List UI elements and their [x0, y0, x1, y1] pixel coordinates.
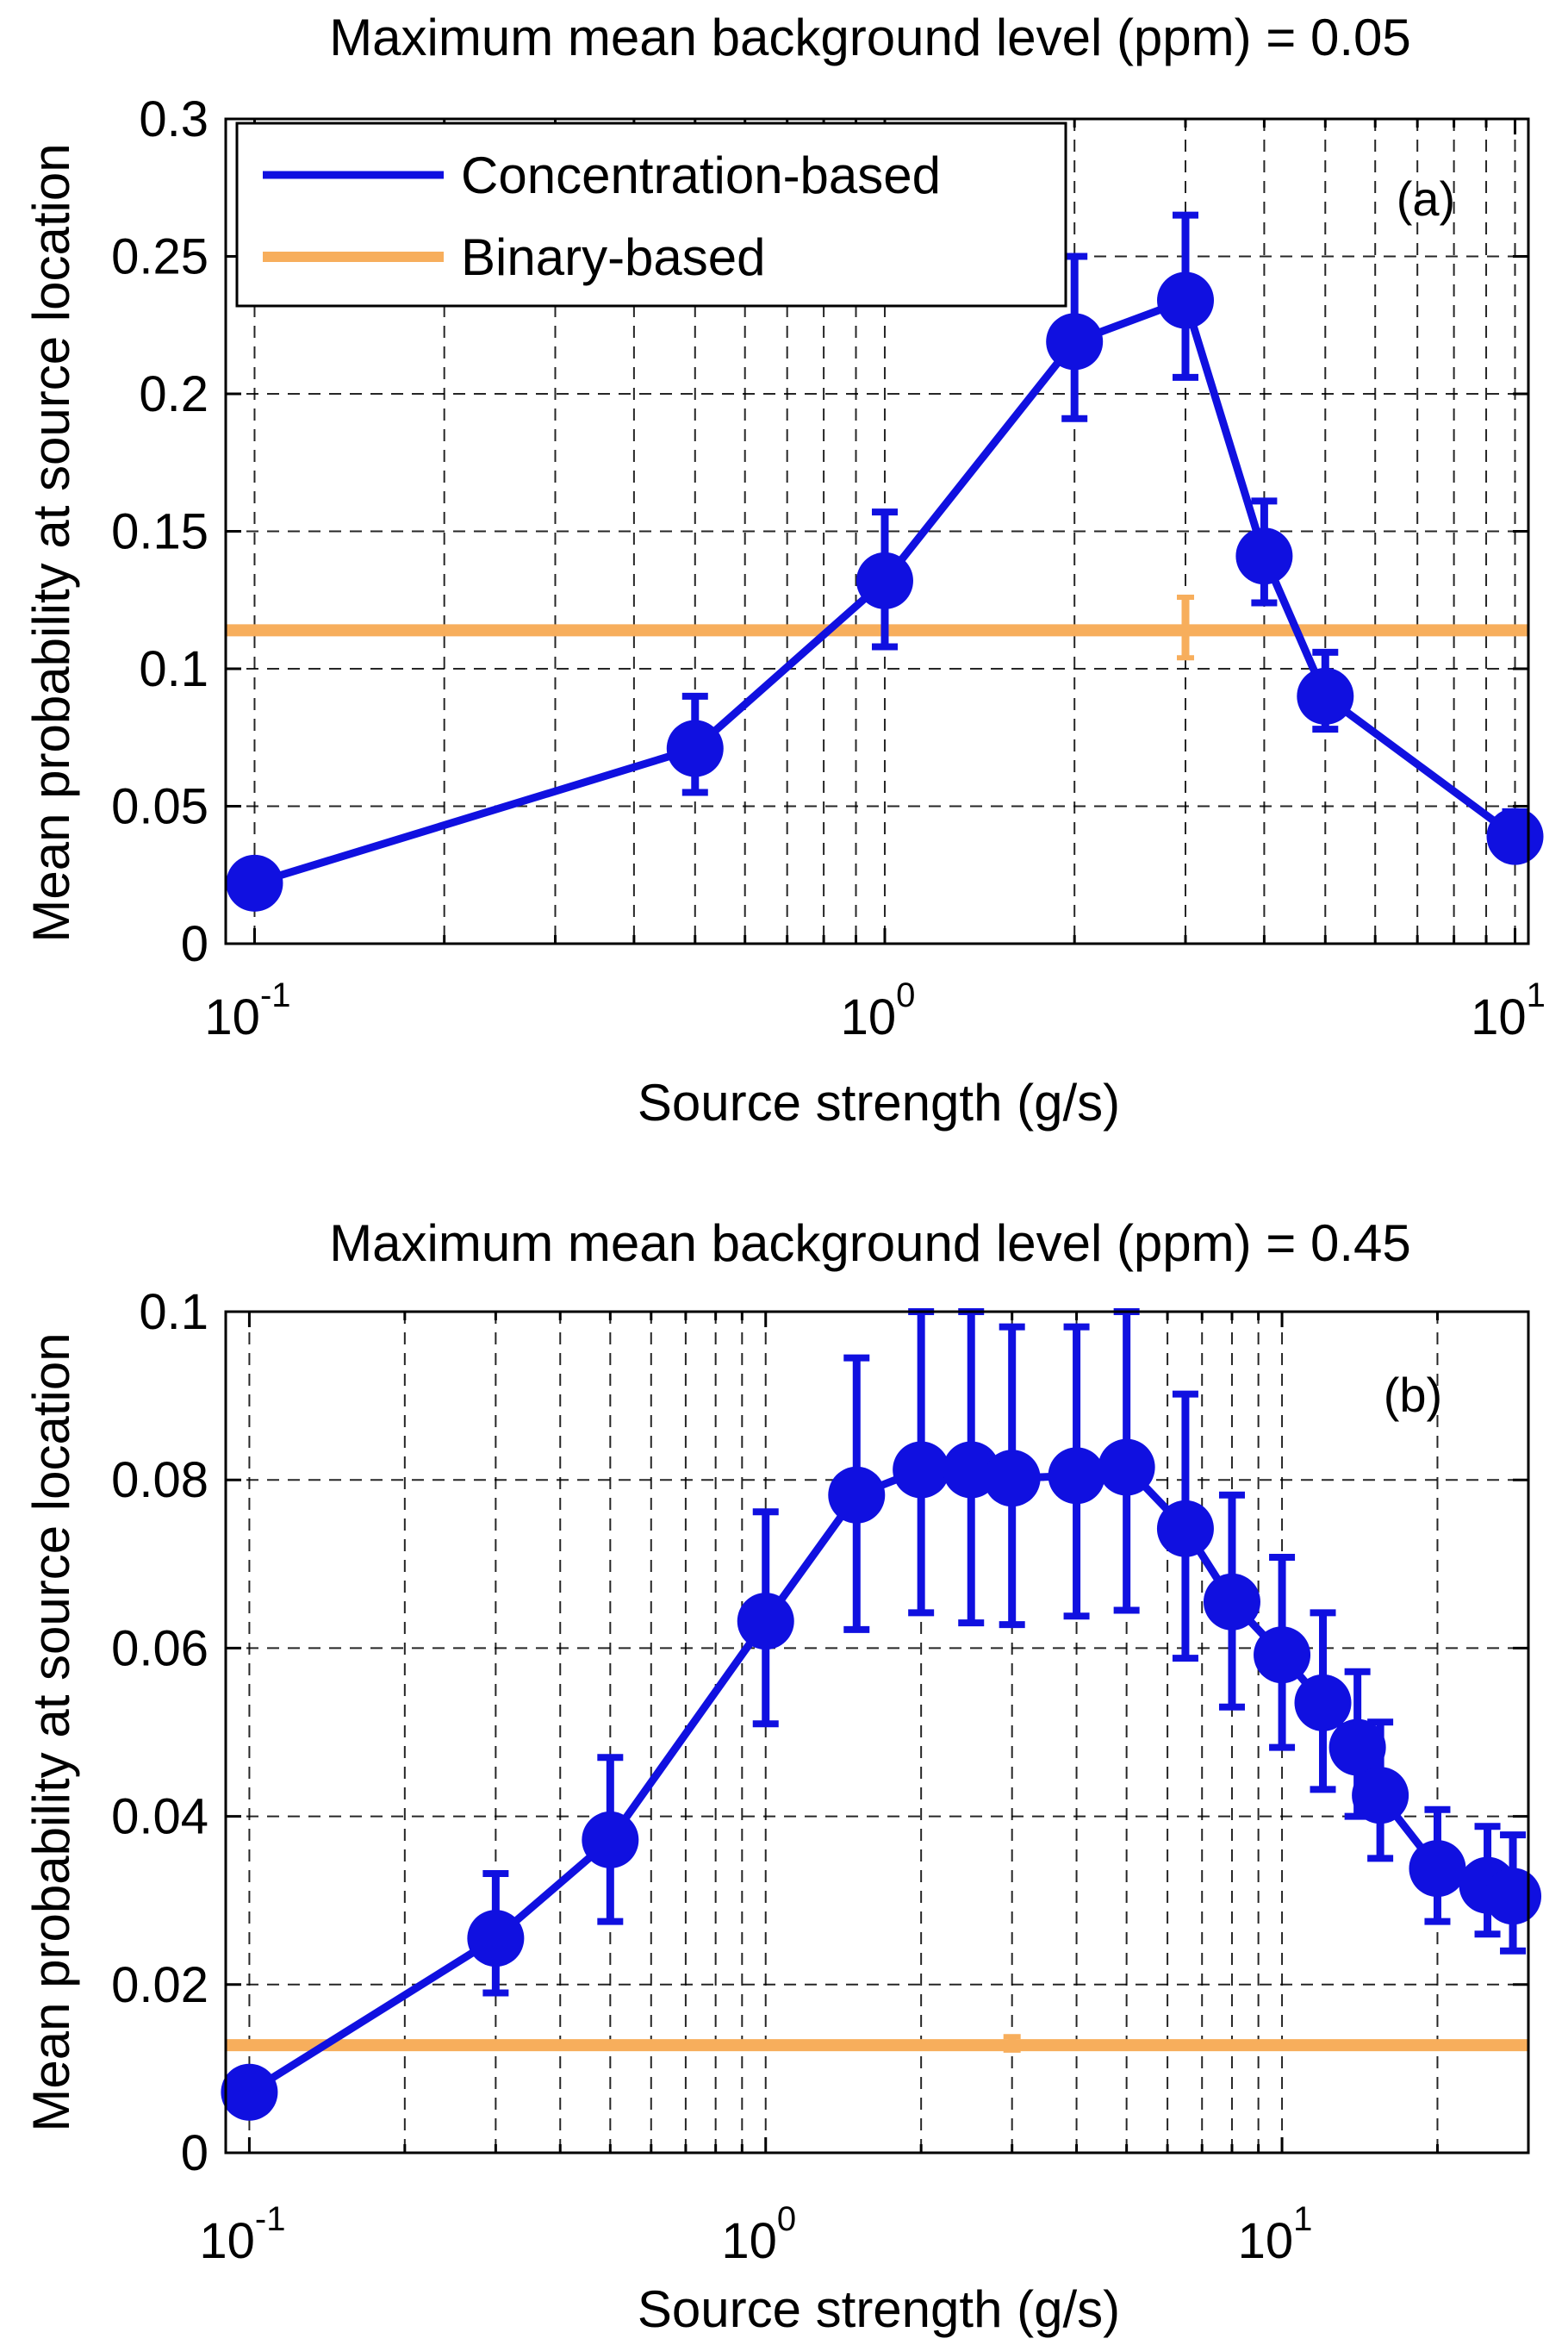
concentration-point — [893, 1441, 950, 1499]
legend-label-binary: Binary-based — [461, 228, 766, 286]
concentration-point — [1484, 1868, 1542, 1925]
concentration-point — [666, 720, 724, 777]
concentration-point — [1235, 527, 1293, 585]
panel-a-xlabel: Source strength (g/s) — [638, 1074, 1120, 1132]
x-tick-base: 10 — [204, 989, 260, 1045]
y-tick-label: 0.3 — [139, 91, 208, 147]
x-tick-base: 10 — [721, 2213, 777, 2269]
x-tick-exponent: 1 — [1527, 976, 1546, 1014]
concentration-point — [1048, 1447, 1105, 1505]
concentration-point — [1352, 1767, 1409, 1824]
x-tick-base: 10 — [199, 2213, 255, 2269]
panel-a-title: Maximum mean background level (ppm) = 0.… — [329, 9, 1411, 66]
concentration-point — [1294, 1674, 1352, 1731]
panel-b-ticks: 00.020.040.060.080.110-1 100 101 — [111, 1284, 1528, 2269]
concentration-point — [226, 854, 283, 912]
panel-a-label: (a) — [1397, 171, 1455, 226]
concentration-point — [1156, 1500, 1214, 1557]
y-tick-label: 0.1 — [139, 1284, 208, 1340]
y-tick-label: 0 — [181, 2125, 208, 2181]
legend-box — [235, 122, 1067, 308]
x-tick-exponent: -1 — [255, 2200, 286, 2238]
y-tick-label: 0.2 — [139, 366, 208, 422]
y-tick-label: 0.1 — [139, 641, 208, 697]
x-tick-exponent: 0 — [896, 976, 915, 1014]
concentration-point — [828, 1466, 886, 1524]
panel-a-binary-series — [226, 595, 1528, 661]
concentration-point — [1157, 271, 1215, 329]
concentration-point — [983, 1450, 1041, 1507]
concentration-point — [582, 1811, 639, 1868]
y-tick-label: 0.08 — [111, 1452, 208, 1508]
concentration-point — [467, 1910, 525, 1967]
concentration-point — [221, 2063, 278, 2121]
x-tick-label: 101 — [1471, 976, 1546, 1045]
concentration-point — [1409, 1840, 1466, 1898]
concentration-point — [856, 552, 913, 609]
y-tick-label: 0.06 — [111, 1620, 208, 1676]
x-tick-exponent: 0 — [777, 2200, 796, 2238]
x-tick-base: 10 — [1471, 989, 1527, 1045]
panel-b-title: Maximum mean background level (ppm) = 0.… — [329, 1214, 1411, 1272]
y-tick-label: 0.15 — [111, 504, 208, 560]
panel-a-ylabel: Mean probability at source location — [22, 143, 80, 942]
y-tick-label: 0.05 — [111, 779, 208, 835]
y-tick-label: 0.02 — [111, 1957, 208, 2013]
legend-label-concentration: Concentration-based — [461, 147, 941, 204]
concentration-point — [1328, 1718, 1386, 1776]
x-tick-exponent: -1 — [260, 976, 291, 1014]
x-tick-exponent: 1 — [1293, 2200, 1312, 2238]
y-tick-label: 0 — [181, 916, 208, 972]
y-tick-label: 0.25 — [111, 229, 208, 285]
panel-a: Maximum mean background level (ppm) = 0.… — [22, 9, 1546, 1132]
panel-b-grid — [226, 1312, 1528, 2153]
x-tick-label: 100 — [721, 2200, 796, 2269]
x-tick-label: 101 — [1238, 2200, 1313, 2269]
concentration-point — [1046, 313, 1104, 371]
legend: Concentration-based Binary-based — [235, 122, 1067, 308]
concentration-point — [1486, 808, 1544, 865]
concentration-point — [1203, 1573, 1260, 1631]
panel-b-xlabel: Source strength (g/s) — [638, 2280, 1120, 2338]
panel-a-frame — [224, 117, 1530, 945]
x-tick-label: 10-1 — [204, 976, 290, 1045]
concentration-point — [1254, 1626, 1311, 1684]
x-tick-label: 10-1 — [199, 2200, 285, 2269]
concentration-point — [1297, 667, 1354, 725]
panel-b-binary-series — [226, 2034, 1528, 2053]
x-tick-base: 10 — [841, 989, 897, 1045]
concentration-point — [1098, 1438, 1155, 1496]
panel-b-ylabel: Mean probability at source location — [22, 1332, 80, 2131]
y-tick-label: 0.04 — [111, 1789, 208, 1845]
panel-b-label: (b) — [1384, 1368, 1442, 1422]
panel-b: Maximum mean background level (ppm) = 0.… — [22, 1214, 1542, 2338]
x-tick-base: 10 — [1238, 2213, 1294, 2269]
panel-b-concentration-series — [221, 1308, 1542, 2121]
panel-a-concentration-series — [226, 211, 1544, 912]
panel-b-frame — [224, 1310, 1530, 2155]
concentration-point — [737, 1593, 794, 1650]
x-tick-label: 100 — [841, 976, 916, 1045]
